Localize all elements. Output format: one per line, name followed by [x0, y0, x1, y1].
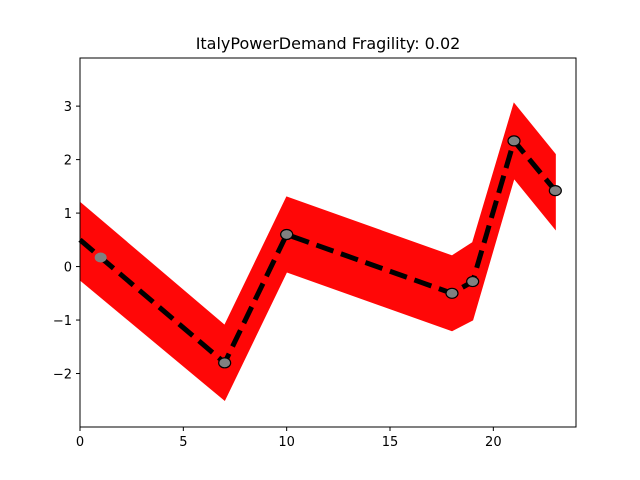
data-point-2 — [280, 228, 294, 241]
data-point-4 — [466, 275, 480, 288]
fragility-band-area — [79, 102, 556, 402]
y-tick-label-5: 3 — [64, 100, 72, 115]
y-tick-label-1: −1 — [53, 314, 72, 329]
plot-frame — [79, 57, 577, 428]
data-point-0 — [94, 252, 107, 263]
y-tick-label-4: 2 — [64, 154, 72, 169]
x-tick-label-2: 10 — [278, 435, 295, 450]
y-tick-label-2: 0 — [64, 261, 72, 276]
x-tick-label-3: 15 — [382, 435, 399, 450]
data-point-1 — [218, 357, 232, 369]
x-axis: 0 5 10 15 20 — [76, 427, 502, 450]
x-tick-label-4: 20 — [485, 435, 502, 450]
y-axis: −2 −1 0 1 2 3 — [53, 100, 80, 383]
y-tick-label-0: −2 — [53, 368, 72, 383]
marker-layer — [94, 135, 562, 369]
data-point-6 — [548, 185, 562, 197]
x-tick-label-0: 0 — [76, 435, 84, 450]
fragility-band — [79, 102, 556, 402]
x-tick-label-1: 5 — [179, 435, 187, 450]
chart-title: ItalyPowerDemand Fragility: 0.02 — [196, 34, 461, 53]
y-tick-label-3: 1 — [64, 207, 72, 222]
data-point-3 — [445, 287, 459, 299]
data-point-5 — [507, 135, 521, 147]
